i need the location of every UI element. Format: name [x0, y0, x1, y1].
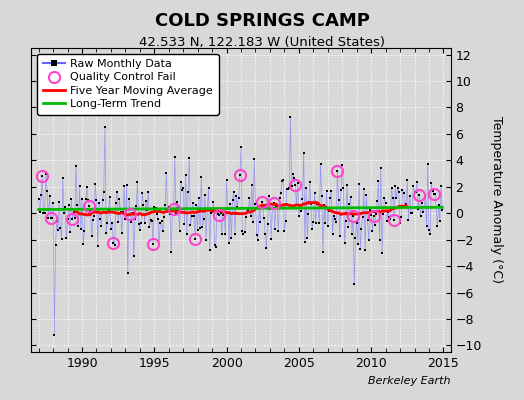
Y-axis label: Temperature Anomaly (°C): Temperature Anomaly (°C): [490, 116, 503, 284]
Legend: Raw Monthly Data, Quality Control Fail, Five Year Moving Average, Long-Term Tren: Raw Monthly Data, Quality Control Fail, …: [37, 54, 219, 115]
Text: COLD SPRINGS CAMP: COLD SPRINGS CAMP: [155, 12, 369, 30]
Text: Berkeley Earth: Berkeley Earth: [368, 376, 451, 386]
Text: 42.533 N, 122.183 W (United States): 42.533 N, 122.183 W (United States): [139, 36, 385, 49]
